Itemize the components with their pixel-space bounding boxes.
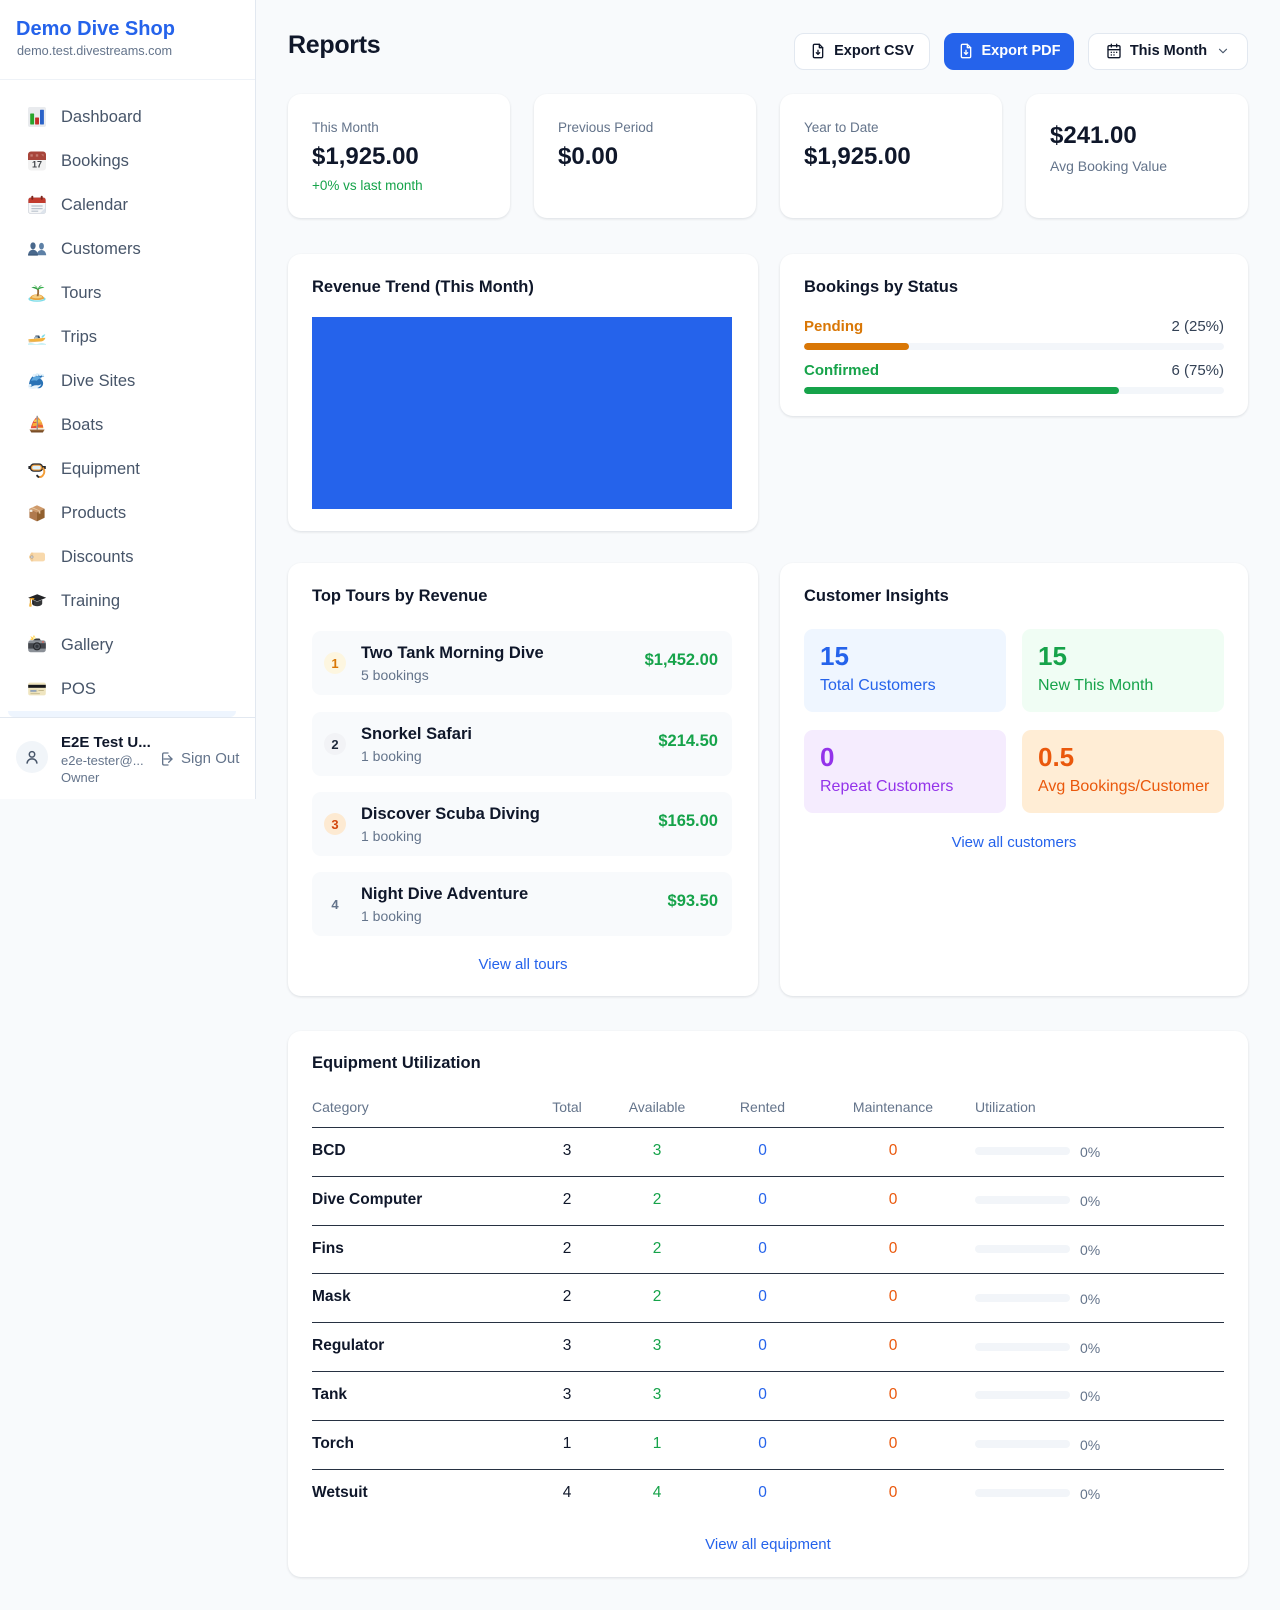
svg-text:17: 17 [32, 160, 42, 170]
